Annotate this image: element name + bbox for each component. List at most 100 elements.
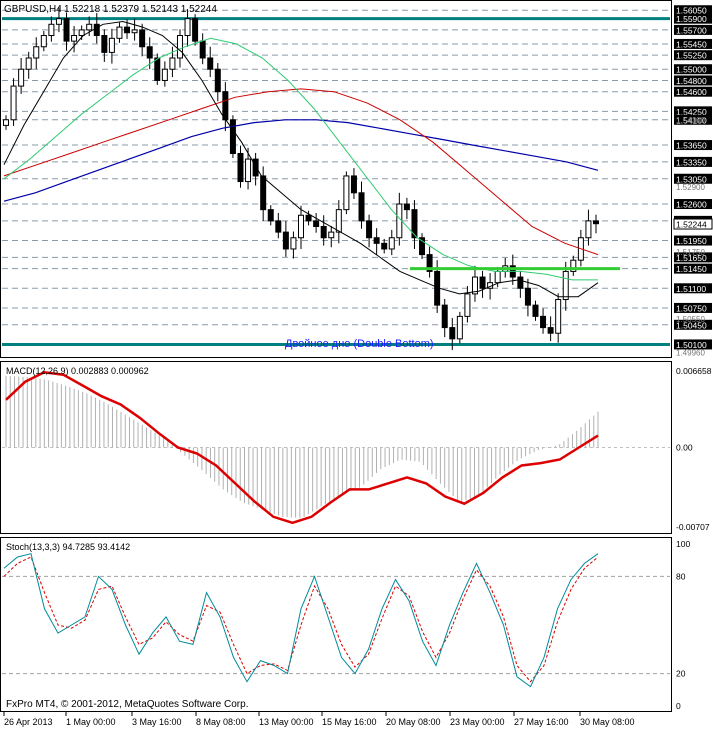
symbol-timeframe: GBPUSD,H4: [4, 4, 62, 15]
candle-body: [547, 327, 554, 334]
candle-body: [593, 220, 599, 225]
price-tick-label: 1.53050: [676, 174, 707, 184]
price-tick-label: 1.53350: [676, 157, 707, 167]
stoch-tick-label: 20: [676, 669, 686, 679]
price-tick-label: 1.53650: [676, 141, 707, 151]
price-tag: [674, 24, 712, 35]
price-tick-label: 1.50750: [676, 303, 707, 313]
candle-body: [214, 68, 221, 93]
price-tag: [674, 75, 712, 86]
stoch-tick-label: 80: [676, 571, 686, 581]
price-tick-label: 1.52600: [676, 200, 707, 210]
candle-body: [441, 304, 448, 329]
candle-body: [139, 29, 146, 48]
candle-body: [373, 237, 380, 244]
price-tag: [674, 235, 712, 246]
x-tick-label: 15 May 16:00: [322, 717, 377, 727]
price-tag: [674, 319, 712, 330]
x-tick-label: 1 May 00:00: [66, 717, 116, 727]
copyright-text: FxPro MT4, © 2001-2012, MetaQuotes Softw…: [6, 699, 248, 710]
price-tick-label: 1.55700: [676, 25, 707, 35]
candle-body: [388, 237, 395, 250]
macd-panel: [0, 361, 672, 534]
candle-body: [570, 259, 577, 272]
price-tag: [674, 339, 712, 350]
candle-body: [275, 220, 282, 233]
price-tag: [674, 86, 712, 97]
price-tag: [674, 64, 712, 75]
price-tick-label-faint: 1.54100: [676, 116, 705, 125]
stoch-tick-label: 0: [676, 701, 681, 711]
candle-body: [154, 57, 161, 81]
candle-body: [33, 46, 40, 59]
x-tick-label: 13 May 00:00: [259, 717, 314, 727]
x-tick-label: 20 May 08:00: [386, 717, 441, 727]
price-tick-label: 1.55250: [676, 51, 707, 61]
ohlc-readout: 1.52218 1.52379 1.52143 1.52244: [64, 4, 217, 15]
candle-body: [540, 315, 547, 329]
x-tick-label: 8 May 08:00: [196, 717, 246, 727]
current-price-label: 1.52244: [676, 220, 707, 230]
candle-body: [555, 299, 562, 334]
current-price-tag: [673, 218, 713, 230]
candle-body: [320, 225, 327, 239]
price-tick-label: 1.54600: [676, 87, 707, 97]
stoch-main-line: [3, 553, 599, 688]
x-tick-label: 26 Apr 2013: [4, 717, 53, 727]
pattern-annotation: Двойное дно (Double Bottom): [285, 338, 434, 350]
candle-body: [290, 237, 297, 250]
price-tag: [674, 106, 712, 117]
macd-signal-line: [5, 371, 599, 525]
price-tick-label: 1.51950: [676, 236, 707, 246]
candle-body: [419, 237, 426, 256]
price-tag: [674, 38, 712, 49]
stoch-title: Stoch(13,3,3) 94.7285 93.4142: [6, 542, 130, 552]
price-tick-label: 1.54100: [676, 115, 707, 125]
x-tick-label: 3 May 16:00: [132, 717, 182, 727]
candle-body: [282, 231, 289, 250]
price-tick-label: 1.51450: [676, 264, 707, 274]
candle-body: [199, 40, 206, 59]
candle-body: [517, 276, 524, 289]
ma-long-line: [3, 119, 599, 202]
candle-body: [131, 29, 138, 34]
candle-body: [426, 254, 433, 272]
price-tag: [674, 283, 712, 294]
candle-body: [18, 68, 25, 87]
candle-body: [494, 270, 501, 284]
price-tick-label-faint: 1.50550: [676, 315, 705, 324]
candle-body: [169, 57, 176, 70]
candle-body: [585, 220, 592, 239]
candle-body: [55, 18, 62, 25]
candle-body: [313, 220, 320, 227]
ma-slow-line: [3, 88, 599, 256]
price-tick-label: 1.54800: [676, 76, 707, 86]
candle-body: [562, 270, 569, 301]
candle-body: [101, 35, 108, 53]
candle-body: [471, 276, 478, 295]
price-tick-label: 1.55900: [676, 14, 707, 24]
price-tag: [674, 50, 712, 61]
candle-body: [449, 327, 456, 340]
candle-body: [78, 29, 85, 37]
candle-body: [524, 287, 531, 306]
candle-body: [63, 18, 70, 42]
price-tick-label: 1.55000: [676, 65, 707, 75]
candle-body: [479, 276, 486, 289]
candle-body: [71, 35, 78, 42]
price-tag: [674, 156, 712, 167]
price-tick-label: 1.50450: [676, 320, 707, 330]
price-tag: [674, 13, 712, 24]
price-tag: [674, 302, 712, 313]
candle-body: [366, 220, 373, 239]
candle-body: [116, 26, 123, 39]
price-tag: [674, 5, 712, 16]
price-tag: [674, 263, 712, 274]
price-tag: [674, 140, 712, 151]
candle-body: [245, 158, 252, 183]
candle-body: [403, 203, 410, 211]
x-tick-label: 23 May 00:00: [450, 717, 505, 727]
candle-body: [343, 175, 350, 211]
price-tick-label: 1.51650: [676, 253, 707, 263]
price-tick-label-faint: 1.51750: [676, 248, 705, 257]
